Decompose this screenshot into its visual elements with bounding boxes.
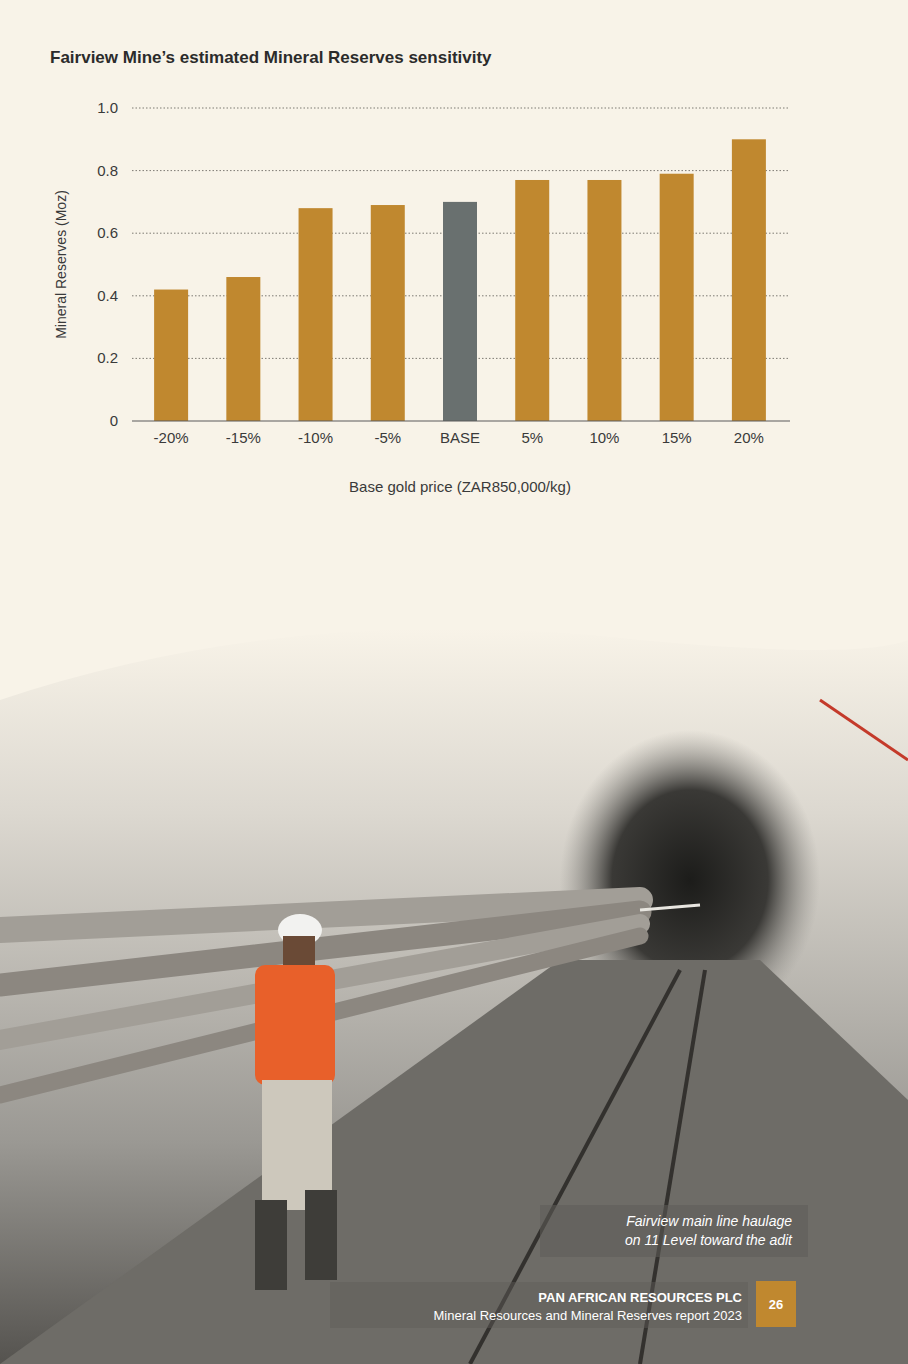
footer-report: Mineral Resources and Mineral Reserves r… [433,1308,742,1323]
caption-line: Fairview main line haulage [626,1213,792,1229]
x-tick-label: -5% [374,429,401,446]
x-tick-label: -15% [226,429,261,446]
x-tick-label: 10% [589,429,619,446]
pipe [0,936,640,1095]
page-number: 26 [769,1297,783,1312]
vest [255,965,335,1085]
page: {"chart_data": {"type": "bar", "title": … [0,0,908,1364]
tunnel-wall [0,629,908,1364]
y-tick-label: 1.0 [97,99,118,116]
light-streak [640,905,700,910]
bar [371,205,405,421]
x-axis-line [132,420,790,421]
x-tick-label: -10% [298,429,333,446]
x-tick-label: 5% [521,429,543,446]
x-tick-label: 20% [734,429,764,446]
bar [154,290,188,421]
page-number-box [756,1281,796,1327]
bar [587,180,621,421]
y-axis-title: Mineral Reserves (Moz) [53,190,69,339]
bar [660,174,694,421]
x-tick-label: BASE [440,429,480,446]
caption-backdrop [540,1205,808,1257]
footer-backdrop [330,1282,748,1328]
y-tick-label: 0.6 [97,224,118,241]
photo [0,629,908,1364]
boot [255,1200,287,1290]
grid-line [132,170,790,171]
paint-line [820,700,908,760]
y-tick-label: 0 [110,412,118,429]
chart-title: Fairview Mine’s estimated Mineral Reserv… [50,48,492,67]
page-canvas: Fairview Mine’s estimated Mineral Reserv… [0,0,908,1364]
caption-line: on 11 Level toward the adit [625,1232,793,1248]
x-axis-title: Base gold price (ZAR850,000/kg) [349,478,571,495]
miner [255,914,337,1290]
bar [515,180,549,421]
x-tick-label: -20% [154,429,189,446]
y-tick-label: 0.4 [97,287,118,304]
bar [299,208,333,421]
bars [154,139,766,421]
x-ticks: -20% -15% -10% -5% BASE 5% 10% 15% 20% [154,429,764,446]
bar [732,139,766,421]
head [283,936,315,966]
x-tick-label: 15% [662,429,692,446]
y-tick-label: 0.8 [97,162,118,179]
grid-line [132,108,790,109]
y-tick-label: 0.2 [97,349,118,366]
bar [226,277,260,421]
background [0,0,908,1364]
boot [305,1190,337,1280]
footer-company: PAN AFRICAN RESOURCES PLC [538,1290,742,1305]
bar [443,202,477,421]
y-ticks: 0 0.2 0.4 0.6 0.8 1.0 [97,99,118,429]
